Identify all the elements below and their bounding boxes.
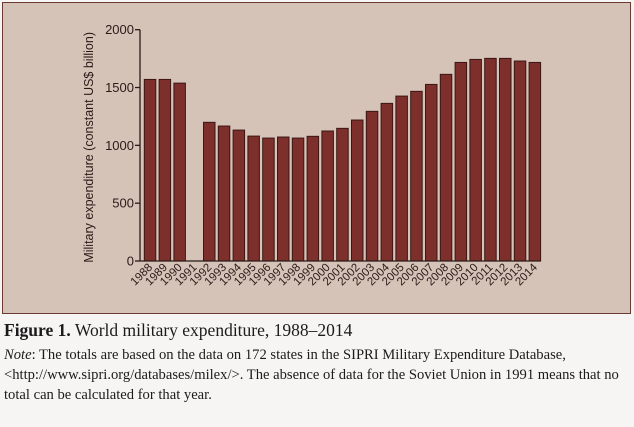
bar-2013 (513, 60, 527, 262)
bar-1995 (247, 135, 260, 262)
bar-1994 (232, 129, 246, 262)
bar-1989 (158, 78, 172, 262)
bar-1996 (262, 137, 275, 262)
y-tick-label: 1000 (105, 138, 134, 153)
bar-2007 (425, 83, 438, 262)
bar-2001 (336, 127, 349, 262)
bar-2011 (484, 57, 497, 262)
bar-2010 (469, 58, 482, 262)
note-label: Note (4, 347, 32, 363)
y-ticks-group: 0 500 1000 1500 2000 (105, 22, 140, 269)
bar-1998 (291, 137, 305, 262)
x-labels-group: 1988198919901991199219931994199519961997… (129, 261, 541, 288)
bar-2005 (395, 95, 408, 262)
figure-label: Figure 1. (4, 320, 71, 340)
y-tick-label: 500 (112, 196, 134, 211)
bar-1990 (173, 82, 186, 262)
y-axis-title: Military expenditure (constant US$ billi… (82, 32, 96, 263)
bar-2008 (439, 73, 453, 262)
note-text: : The totals are based on the data on 17… (4, 347, 619, 403)
bar-1999 (306, 135, 320, 262)
y-tick-label: 2000 (105, 22, 134, 37)
bar-2002 (351, 119, 364, 262)
bar-2012 (499, 57, 512, 262)
y-tick-label: 0 (127, 254, 134, 269)
figure-caption: Figure 1. World military expenditure, 19… (4, 318, 634, 405)
bar-2003 (365, 110, 379, 262)
bar-2009 (454, 61, 468, 262)
bar-1997 (277, 136, 290, 262)
bar-2000 (321, 130, 334, 262)
bar-1992 (203, 121, 216, 262)
bar-2004 (380, 102, 394, 262)
bar-2014 (528, 61, 542, 262)
figure-title: Figure 1. World military expenditure, 19… (4, 318, 634, 342)
figure-title-text: World military expenditure, 1988–2014 (70, 320, 353, 340)
bar-2006 (410, 90, 423, 262)
bars-group (143, 57, 542, 262)
bar-1993 (217, 125, 231, 262)
bar-chart: 0 500 1000 1500 2000 19881989199019911992199… (82, 22, 542, 288)
figure-note: Note: The totals are based on the data o… (4, 345, 634, 405)
bar-1988 (143, 78, 157, 262)
y-tick-label: 1500 (105, 80, 134, 95)
